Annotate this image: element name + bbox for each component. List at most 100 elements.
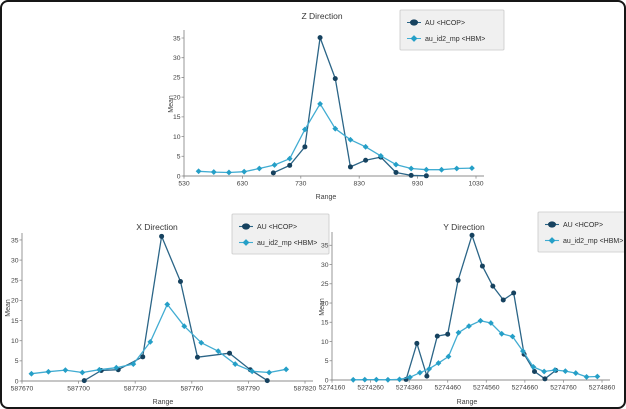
data-point [377, 152, 384, 159]
axes: 5274160 5274260 5274360 5274460 5274560 52746… [319, 232, 616, 392]
y-tick-label: 10 [173, 134, 181, 141]
y-axis-label: Mean [319, 298, 326, 316]
data-point [362, 143, 369, 150]
data-point [45, 368, 52, 375]
data-point [438, 166, 445, 173]
data-point [423, 173, 429, 179]
y-tick-label: 5 [15, 358, 19, 365]
x-tick-label: 5274560 [473, 385, 500, 392]
legend-label: AU <HCOP> [563, 222, 603, 229]
x-tick-label: 5274460 [434, 385, 461, 392]
data-point [215, 348, 222, 355]
y-tick-label: 30 [321, 262, 329, 269]
series-au-hcop-points [403, 232, 559, 382]
y-tick-label: 5 [177, 154, 181, 161]
x-tick-label: 587730 [124, 386, 147, 393]
data-point [249, 368, 256, 375]
chart-x-direction: 587670 587700 587730 587760 587790 587820 0 5 10… [2, 204, 337, 407]
data-point [583, 374, 590, 380]
x-tick-label: 5274360 [396, 385, 423, 392]
data-point [488, 320, 494, 326]
data-point [194, 354, 200, 360]
chart-title: X Direction [136, 222, 178, 232]
x-tick-label: 730 [295, 181, 307, 188]
data-point [407, 374, 413, 381]
data-point [498, 330, 505, 337]
series-au-id2-mp-hbm-line [352, 320, 599, 381]
data-point [266, 369, 273, 376]
y-tick-label: 25 [173, 75, 181, 82]
legend-label: au_id2_mp <HBM> [257, 240, 317, 247]
series-au-id2-mp-hbm-points [195, 100, 475, 176]
data-point [434, 333, 440, 339]
axes: 587670 587700 587730 587760 587790 587820 0 5 10… [11, 233, 317, 393]
data-point [435, 360, 442, 366]
legend: AU <HCOP> au_id2_mp <HBM> [537, 211, 624, 253]
data-point [347, 136, 354, 143]
series-au-hcop-points [270, 35, 429, 179]
y-axis-label: Mean [5, 299, 12, 317]
series-au-hcop-line [405, 234, 557, 381]
legend-item-au-id2-mp-hbm[interactable]: au_id2_mp <HBM> [545, 237, 623, 245]
data-point [466, 323, 472, 330]
data-point [594, 373, 601, 380]
x-tick-label: 930 [412, 181, 424, 188]
legend-diamond-marker-icon [548, 237, 556, 244]
data-point [113, 364, 120, 371]
data-point [164, 301, 171, 308]
data-point [181, 323, 188, 330]
data-point [256, 165, 263, 172]
y-tick-label: 10 [11, 338, 19, 345]
legend-item-au-id2-mp-hbm[interactable]: au_id2_mp <HBM> [239, 239, 317, 247]
data-point [562, 368, 569, 375]
data-point [408, 165, 415, 172]
chart-x-svg: 587670 587700 587730 587760 587790 587820 0 5 10… [5, 213, 330, 406]
legend-box [537, 211, 624, 253]
data-point [541, 368, 548, 375]
legend-circle-marker-icon [410, 19, 418, 26]
y-tick-label: 10 [321, 339, 329, 346]
legend-item-au-hcop[interactable]: AU <HCOP> [545, 221, 603, 229]
data-point [511, 290, 517, 296]
x-tick-label: 5274660 [512, 385, 539, 392]
x-tick-label: 5274860 [589, 385, 616, 392]
series-au-hcop-points [81, 233, 270, 384]
chart-z-svg: 530 630 730 830 930 1030 0 5 10 15 20 25 30 35 Z Direc… [168, 9, 505, 201]
y-axis-label: Mean [168, 95, 175, 113]
data-point [361, 376, 368, 383]
series-au-id2-mp-hbm-line [30, 303, 287, 375]
y-tick-label: 15 [11, 318, 19, 325]
legend-item-au-hcop[interactable]: AU <HCOP> [239, 223, 297, 231]
data-point [317, 100, 323, 107]
data-point [302, 144, 308, 150]
y-tick-label: 20 [321, 300, 329, 307]
data-point [417, 369, 423, 376]
y-tick-label: 15 [173, 114, 181, 121]
legend-item-au-hcop[interactable]: AU <HCOP> [407, 19, 465, 27]
y-tick-label: 5 [325, 358, 329, 365]
data-point [232, 361, 239, 367]
data-point [530, 364, 537, 370]
data-point [469, 232, 475, 238]
x-tick-label: 530 [178, 181, 190, 188]
data-point [195, 168, 202, 175]
x-tick-label: 587790 [237, 386, 260, 393]
data-point [317, 35, 323, 41]
data-point [500, 297, 506, 303]
y-tick-label: 35 [11, 237, 19, 244]
data-point [198, 339, 205, 346]
series-au-hcop-line [272, 36, 428, 177]
data-point [373, 376, 380, 383]
data-point [62, 367, 69, 374]
data-point [520, 348, 526, 355]
data-point [81, 378, 87, 384]
data-point [210, 169, 217, 175]
data-point [445, 331, 451, 337]
data-point [423, 166, 430, 173]
data-point [396, 376, 403, 383]
data-point [332, 76, 338, 82]
legend-label: au_id2_mp <HBM> [563, 238, 623, 245]
series-au-id2-mp-hbm-points [28, 301, 290, 377]
x-axis-label: Range [153, 399, 174, 406]
